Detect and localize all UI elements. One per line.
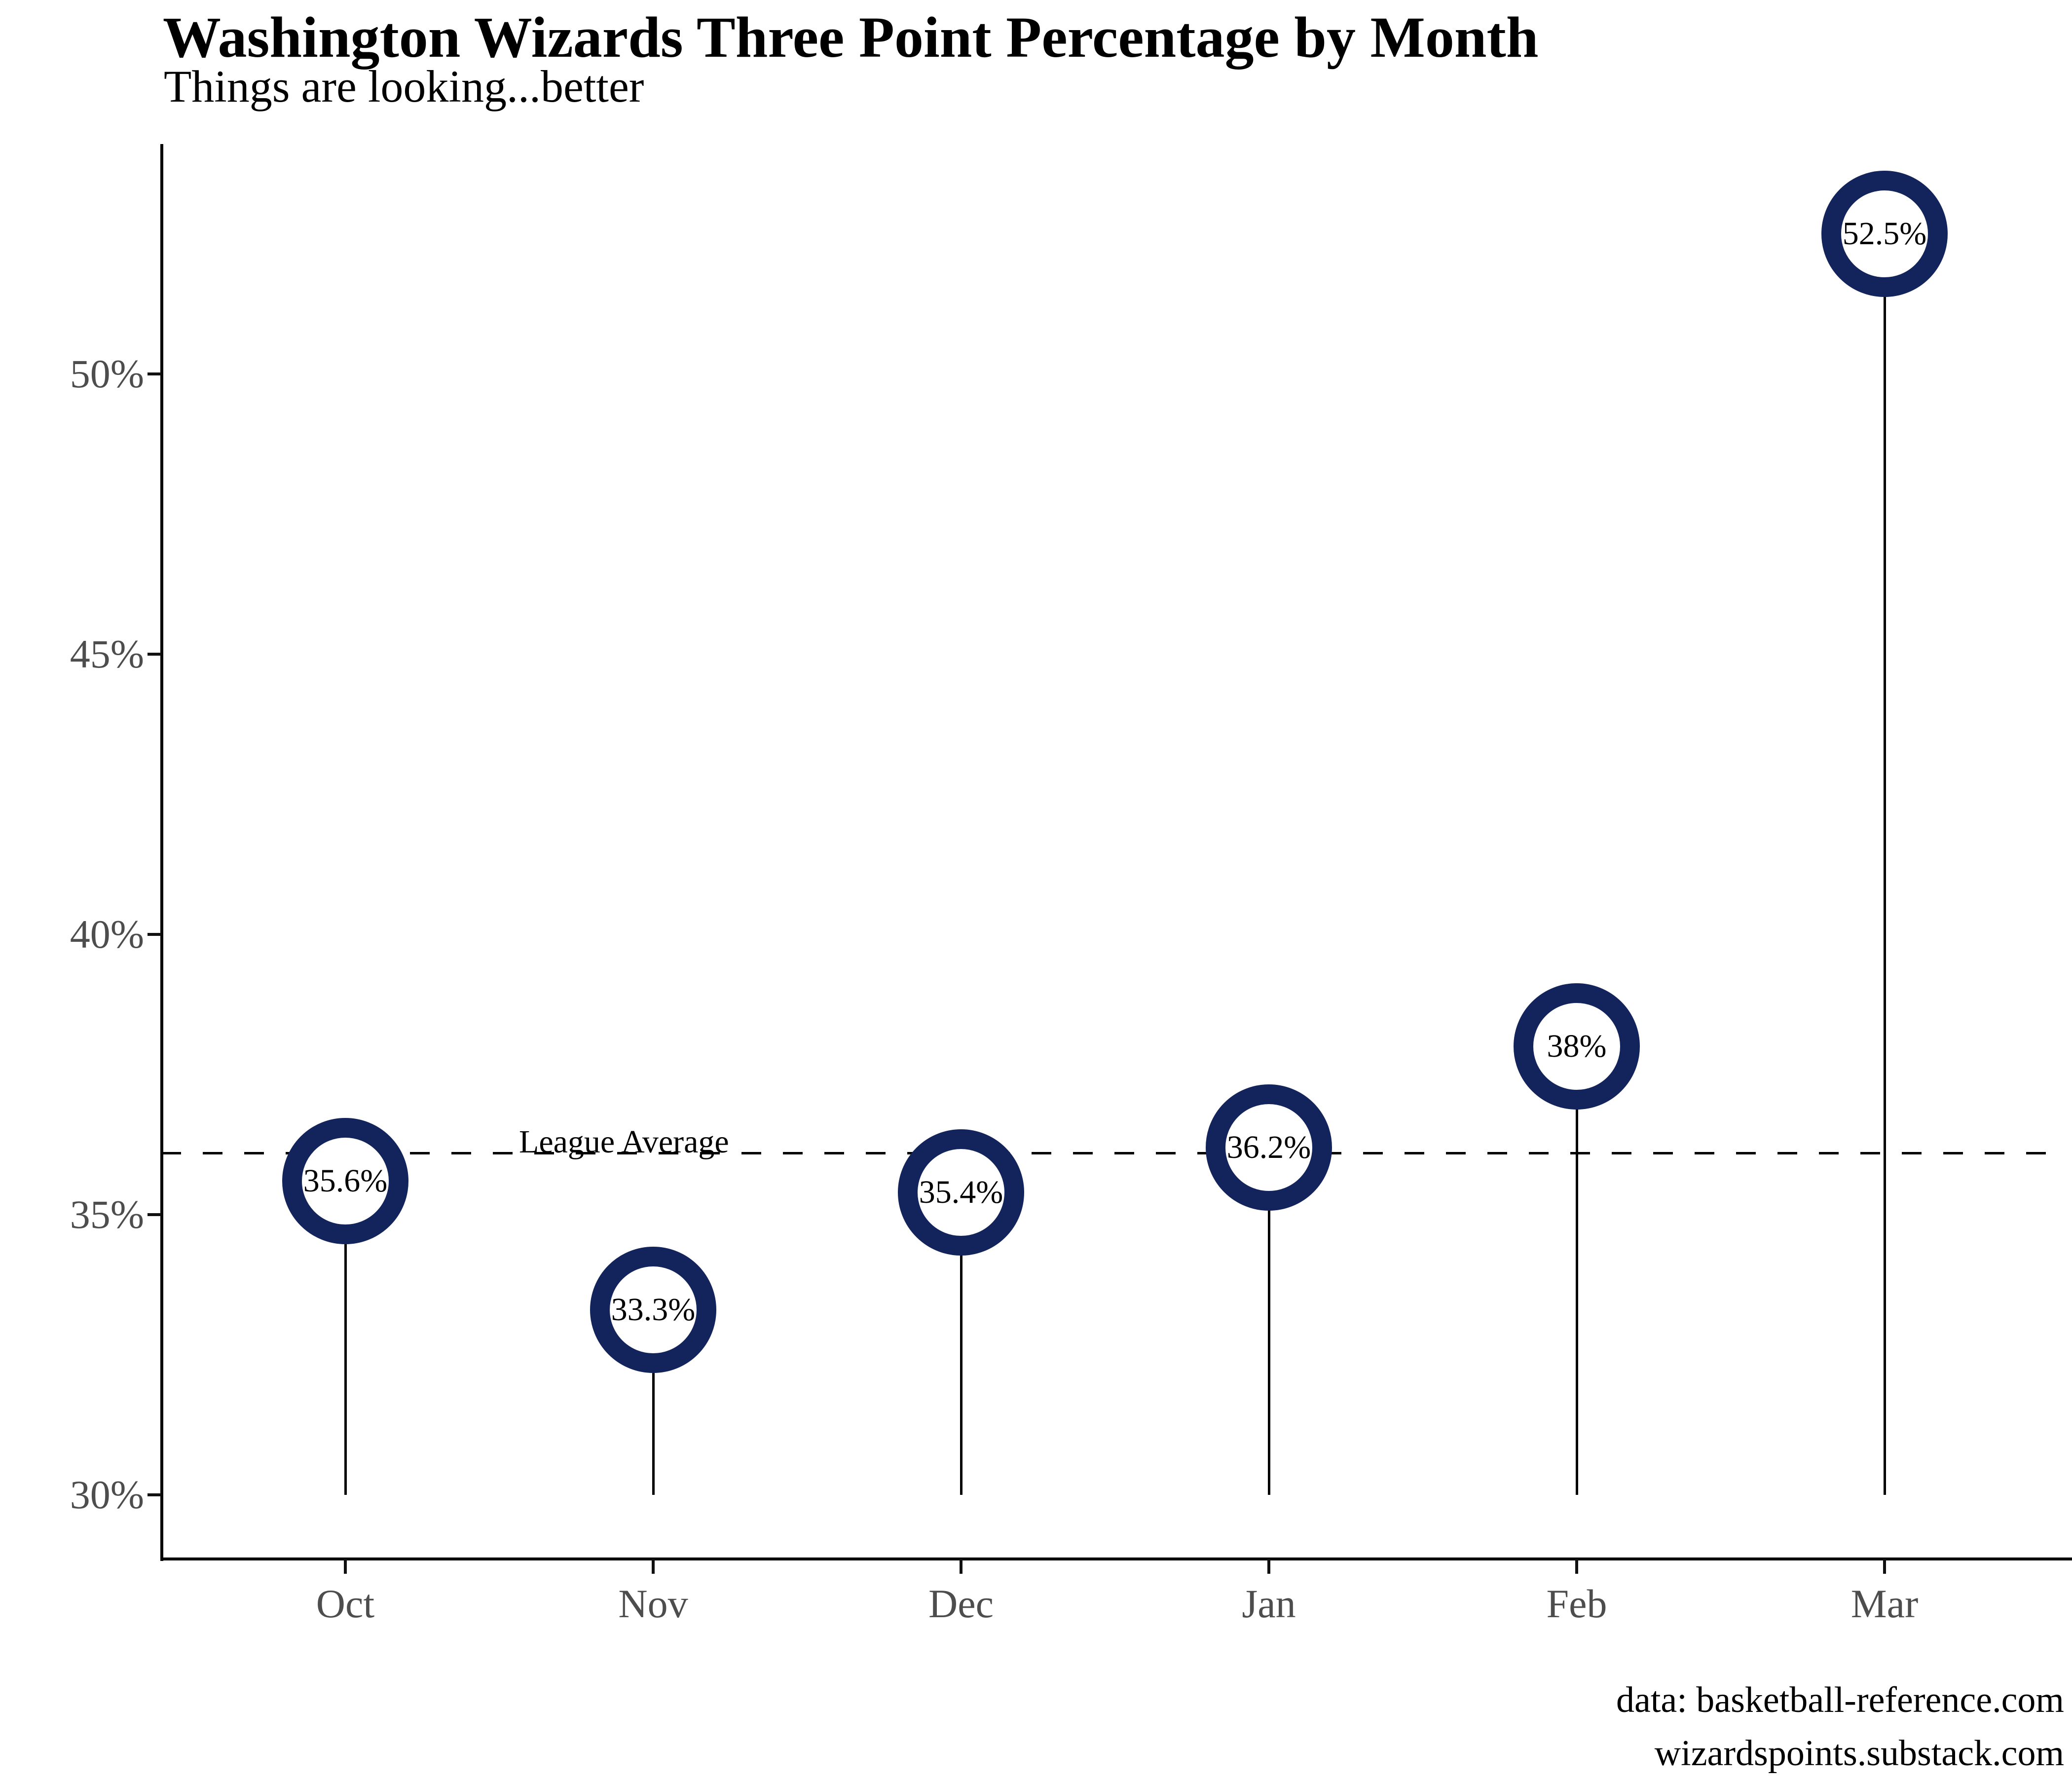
x-axis-line [160, 1558, 2072, 1560]
data-point-label: 38% [1547, 1028, 1607, 1064]
y-tick-label: 50% [70, 351, 144, 396]
chart-title: Washington Wizards Three Point Percentag… [163, 5, 1539, 70]
y-tick [148, 933, 161, 936]
chart-subtitle: Things are looking...better [164, 61, 644, 111]
lollipop-stem [1268, 1148, 1270, 1495]
y-tick-label: 35% [70, 1192, 144, 1237]
y-tick-label: 30% [70, 1472, 144, 1517]
y-tick [148, 372, 161, 375]
data-point-label: 52.5% [1842, 216, 1927, 252]
data-point-label: 36.2% [1226, 1129, 1311, 1165]
x-tick [1267, 1559, 1270, 1574]
x-tick-label: Nov [618, 1581, 688, 1626]
source-credit-line2: wizardspoints.substack.com [1654, 1733, 2064, 1774]
x-tick [960, 1559, 962, 1574]
x-tick [652, 1559, 655, 1574]
x-tick-label: Dec [928, 1581, 994, 1626]
lollipop-stem [344, 1181, 347, 1495]
x-tick [1883, 1559, 1886, 1574]
x-tick [344, 1559, 347, 1574]
source-credit: data: basketball-reference.com wizardspo… [1616, 1673, 2064, 1780]
y-tick [148, 653, 161, 656]
league-average-line [161, 1152, 2067, 1154]
source-credit-line1: data: basketball-reference.com [1616, 1680, 2064, 1720]
lollipop-stem [1884, 234, 1886, 1495]
data-point-label: 35.4% [919, 1174, 1003, 1210]
y-tick-label: 40% [70, 912, 144, 957]
league-average-label: League Average [519, 1124, 729, 1160]
y-tick [148, 1493, 161, 1496]
x-tick-label: Mar [1850, 1581, 1919, 1626]
x-tick-label: Oct [316, 1581, 375, 1626]
y-tick-label: 45% [70, 631, 144, 676]
data-point-label: 33.3% [611, 1292, 696, 1328]
lollipop-stem [960, 1192, 962, 1495]
lollipop-stem [1576, 1046, 1578, 1495]
data-point-label: 35.6% [303, 1163, 388, 1199]
x-tick [1575, 1559, 1578, 1574]
x-tick-label: Jan [1242, 1581, 1296, 1626]
x-tick-label: Feb [1546, 1581, 1607, 1626]
lollipop-stem [652, 1310, 655, 1495]
y-tick [148, 1213, 161, 1216]
y-axis-line [160, 144, 163, 1561]
